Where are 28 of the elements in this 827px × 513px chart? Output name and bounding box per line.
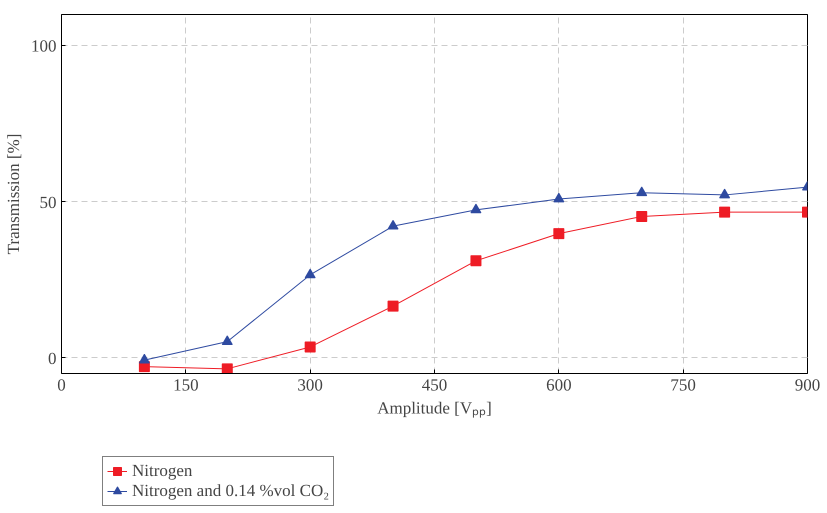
x-tick-label: 900 [794, 376, 820, 394]
legend-label: Nitrogen and 0.14 %vol CO₂ [132, 481, 330, 501]
point [388, 300, 399, 312]
point [719, 188, 730, 198]
point [636, 186, 648, 196]
point [553, 192, 564, 202]
x-axis-title: Amplitude [Vₚₚ] [377, 398, 492, 418]
point [388, 220, 399, 230]
legend-label: Nitrogen [132, 461, 192, 481]
x-tick-label: 750 [670, 376, 696, 394]
point [470, 255, 482, 266]
point [222, 363, 233, 374]
x-tick-label: 600 [546, 376, 572, 394]
y-axis-title: Transmission [%] [4, 134, 23, 254]
point [636, 210, 648, 222]
point [470, 204, 482, 214]
point [304, 341, 316, 352]
y-tick-label: 100 [31, 36, 56, 56]
point [719, 206, 730, 218]
y-tick-label: 0 [48, 348, 56, 368]
point [138, 354, 150, 364]
point [553, 228, 564, 240]
point [222, 335, 233, 346]
x-tick-label: 150 [173, 376, 199, 394]
y-tick-label: 50 [40, 192, 56, 212]
point [304, 268, 316, 278]
x-tick-label: 300 [297, 376, 323, 394]
x-tick-label: 450 [422, 376, 448, 394]
